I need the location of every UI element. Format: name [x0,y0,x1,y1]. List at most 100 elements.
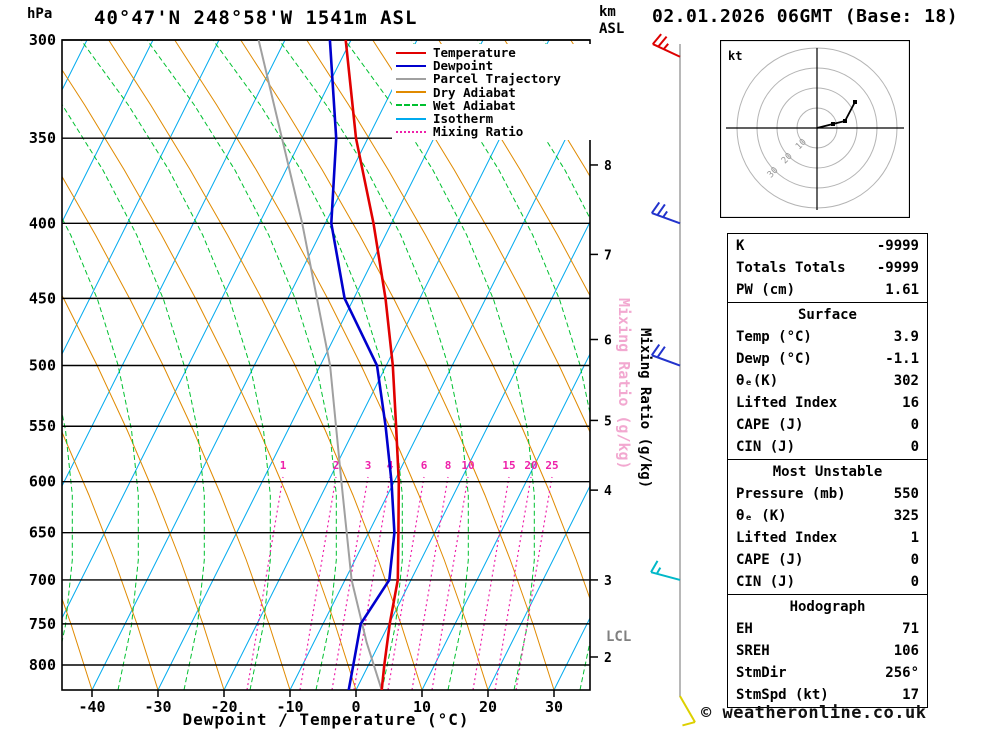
temperature-tick-label: 20 [479,698,497,716]
stat-value: 1 [910,530,919,546]
legend-item: Temperature [396,45,592,60]
stat-value: -9999 [876,260,919,276]
altitude-axis: 8 7 6 5 4 3 2 [590,159,612,666]
stat-row: Lifted Index 16 [728,392,927,414]
stat-row: PW (cm) 1.61 [728,279,927,301]
mixing-ratio-value-label: 6 [421,459,428,472]
pressure-tick-label: 550 [29,417,56,435]
stat-value: 325 [893,508,919,524]
km-tick-label: 2 [604,651,612,666]
stat-row: θₑ (K) 325 [728,505,927,527]
stat-row: SREH 106 [728,640,927,662]
x-axis-label: Dewpoint / Temperature (°C) [182,710,470,729]
pressure-axis-unit: hPa [27,6,53,22]
legend-item: Parcel Trajectory [396,71,592,87]
stat-label: θₑ (K) [736,508,787,524]
stat-value: 0 [910,439,919,455]
pressure-tick-label: 800 [29,656,56,674]
pressure-tick-label: 750 [29,615,56,633]
legend-label: Parcel Trajectory [433,71,561,87]
legend-item: Mixing Ratio [396,124,592,140]
stat-value: 106 [893,643,919,659]
dewpoint-curve [328,40,396,690]
temperature-tick-label: -30 [144,698,171,716]
pressure-tick-label: 500 [29,357,56,375]
stat-row: Dewp (°C) -1.1 [728,348,927,370]
stat-label: Totals Totals [736,260,846,276]
stat-row: CIN (J) 0 [728,436,927,458]
skewt-chart: 1 2 3 4 6 8 10 15 20 2530035040045050055060065070… [29,31,705,727]
stat-label: Dewp (°C) [736,351,812,367]
dry-adiabat-line [703,40,705,690]
temperature-tick-label: -10 [276,698,303,716]
stat-row: Totals Totals -9999 [728,257,927,279]
mixing-ratio-line [331,476,369,691]
mixing-ratio-value-label: 3 [365,459,372,472]
stat-value: 1.61 [885,282,919,298]
stats-section-title: Hodograph [789,599,866,615]
pressure-tick-label: 600 [29,473,56,491]
stat-row: CAPE (J) 0 [728,549,927,571]
stat-row: CAPE (J) 0 [728,414,927,436]
stat-row: StmDir 256° [728,662,927,684]
hodograph-trace-marker [843,119,847,123]
stat-label: PW (cm) [736,282,796,298]
wind-barb [650,560,681,581]
lcl-marker-label: LCL [606,629,632,645]
stat-label: Temp (°C) [736,329,812,345]
stat-label: EH [736,621,753,637]
stat-value: 550 [893,486,919,502]
temperature-tick-label: 30 [545,698,563,716]
mixing-ratio-line [411,476,449,691]
stat-value: 16 [902,395,919,411]
stat-row: Temp (°C) 3.9 [728,326,927,348]
datetime-label: 02.01.2026 06GMT (Base: 18) [652,6,959,27]
mixing-ratio-line [387,476,425,691]
temperature-axis: -40 -30 -20 -10 0 10 20 30 [78,690,563,716]
legend-line-sample [396,77,426,80]
stat-row: Pressure (mb) 550 [728,483,927,505]
stat-label: Lifted Index [736,530,838,546]
stats-box: K -9999 Totals Totals -9999 PW (cm) 1.61 [727,233,928,303]
legend-item: Wet Adiabat [396,98,592,113]
pressure-tick-label: 300 [29,31,56,49]
hodograph-trace-marker [853,100,857,104]
hodograph-border [720,40,910,218]
pressure-tick-label: 700 [29,571,56,589]
altitude-unit-asl: ASL [599,21,625,37]
isotherm-line [487,484,590,690]
mixing-ratio-line [515,476,553,691]
mixing-ratio-line [431,476,469,691]
stat-value: 302 [893,373,919,389]
legend-item: Isotherm [396,111,592,126]
mixing-ratio-value-label: 25 [545,459,558,472]
mixing-ratio-line [494,476,532,691]
wind-barb [652,33,681,58]
stat-label: K [736,238,745,254]
stat-value: 256° [885,665,919,681]
mixing-ratio-axis-label: Mixing Ratio (g/kg) [637,328,653,489]
plot-border [61,39,591,691]
wind-barb [650,201,681,225]
stat-label: CIN (J) [736,574,796,590]
stat-label: CIN (J) [736,439,796,455]
mixing-ratio-value-label: 2 [333,459,340,472]
temperature-tick-label: 0 [351,698,360,716]
stat-label: Lifted Index [736,395,838,411]
stat-value: -9999 [876,238,919,254]
mixing-ratio-line [353,476,391,691]
mixing-ratio-value-label: 8 [445,459,452,472]
legend-label: Mixing Ratio [433,124,524,140]
stat-value: -1.1 [885,351,919,367]
stat-row: Lifted Index 1 [728,527,927,549]
dry-adiabat-line [62,430,159,690]
altitude-axis-unit: km ASL [599,4,624,38]
mixing-ratio-value-label: 10 [461,459,474,472]
stat-value: 0 [910,417,919,433]
stat-row: CIN (J) 0 [728,571,927,593]
dry-adiabat-line [438,40,590,297]
mixing-ratio-value-label: 15 [502,459,515,472]
hodograph-trace-marker [831,122,835,126]
